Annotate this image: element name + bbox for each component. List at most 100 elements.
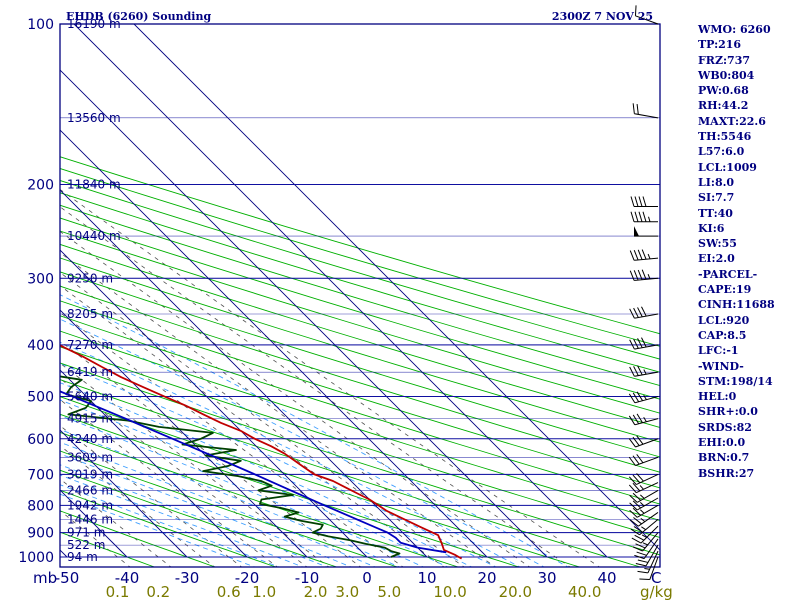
wind-barb-pennant [634,226,639,237]
dry-adiabat-line [60,362,660,556]
wind-barb-full [632,436,640,446]
index-item: FRZ:737 [698,53,751,67]
dry-adiabat-line [60,257,660,443]
temperature-tick-label: 20 [477,569,496,587]
wind-barb-staff [634,113,659,119]
pressure-label: 200 [27,177,54,193]
wind-barb [630,196,659,208]
wind-barb [629,269,659,281]
wind-barb-half [640,518,646,523]
index-item: CAPE:19 [698,283,752,297]
index-item: BSHR:27 [698,466,755,480]
index-item: L57:6.0 [698,145,745,159]
height-label: 3609 m [67,450,113,464]
index-item: TH:5546 [698,130,752,144]
pressure-label: 1000 [18,550,54,566]
wind-barb [632,532,659,552]
index-item: LFC:-1 [698,344,739,358]
wind-barb-full [637,338,643,348]
wind-barb-full [634,5,637,16]
plot-frame [59,23,661,568]
wind-barb-full [637,559,649,563]
wind-barb-staff [642,532,659,552]
height-label: 8205 m [67,307,113,321]
temperature-tick-label: 30 [537,569,556,587]
dry-adiabat-line [60,396,582,567]
isotherm-line [60,429,188,558]
wind-barb-full [637,570,648,574]
wind-barb-full [633,366,639,376]
wind-barb-full [632,474,641,484]
wind-barb [629,337,659,350]
wind-barb-full [641,269,647,280]
mixing-ratio-label: 10.0 [433,583,466,600]
dry-adiabat-line [60,156,660,335]
height-label: 7270 m [67,338,113,352]
isotherm-line [60,189,428,558]
wind-barb-full [631,537,642,544]
moist-adiabat-line [60,399,449,567]
index-item: HEL:0 [698,390,737,404]
pressure-label: 400 [27,338,54,354]
wind-barb-full [632,507,642,516]
dry-adiabat-line [60,489,278,567]
wind-barb-full [633,338,639,349]
wind-barb-staff [634,313,659,319]
wind-barb [628,435,659,448]
height-label: 94 m [67,550,98,564]
pressure-label: 100 [27,17,54,33]
wind-barb-full [637,307,643,317]
wind-barb [629,306,659,319]
index-item: SI:7.7 [698,191,735,205]
wind-barb-full [633,250,639,261]
isotherm-line [60,69,548,558]
height-label: 16190 m [67,17,121,31]
wind-barb [630,211,659,223]
dry-adiabat-line [60,315,660,505]
wind-barb-full [632,492,642,501]
pressure-label: 900 [27,526,54,542]
moist-adiabat-line [60,493,257,567]
temperature-tick-label: 10 [417,569,436,587]
temperature-tick-label: 0 [362,569,372,587]
wind-barb-full [634,196,639,207]
wind-barb [630,518,659,536]
dry-adiabat-line [60,431,460,567]
wind-barb-full [633,270,639,281]
index-item: PW:0.68 [698,84,749,98]
dry-adiabat-line [60,204,660,387]
wind-barb-full [633,307,639,318]
pressure-label: 800 [27,498,54,514]
pressure-label: 300 [27,271,54,287]
index-item: WB0:804 [698,68,755,82]
moist-adiabat-line [60,464,329,567]
height-label: 9250 m [67,271,113,285]
wind-barb-full [628,438,636,448]
pressure-label: 600 [27,432,54,448]
wind-barb-half [643,369,647,375]
wind-barb-staff [634,277,659,281]
mixing-ratio-axis-labels: 0.1 0.2 0.6 1.0 2.0 3.0 5.0 10.0 20.0 40.0 [106,583,602,600]
wind-barb-staff [635,15,659,25]
wind-barb-full [642,211,647,222]
dry-adiabat-line [60,168,660,347]
isotherm-line [60,249,368,558]
wind-barb-half [639,485,644,490]
pressure-unit-label: mb [33,569,57,587]
station-title: EHDB (6260) Sounding [66,10,211,23]
wind-barb-full [632,546,643,552]
wind-barb-full [637,269,643,280]
wind-barb-staff [634,257,659,261]
wind-barb-half [644,568,650,570]
height-label: 13560 m [67,111,121,125]
wind-barb-full [641,306,647,317]
wind-barb [628,391,659,404]
height-label: 2466 m [67,483,113,497]
mixing-ratio-label: 0.1 [106,583,130,600]
wind-barb-full [629,366,635,377]
wind-barb [634,5,659,25]
wind-barb-full [636,103,639,115]
pressure-label: 500 [27,390,54,406]
